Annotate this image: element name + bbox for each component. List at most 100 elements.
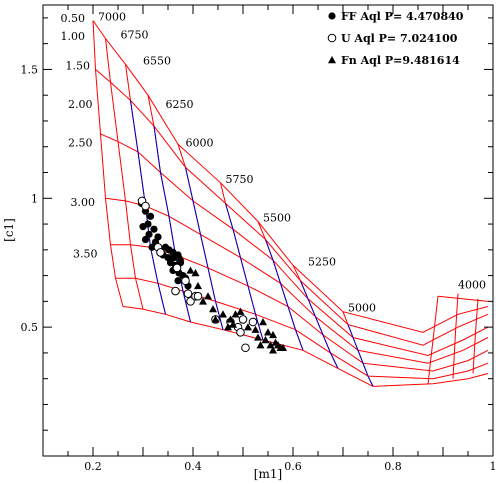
legend-marker — [327, 33, 337, 43]
data-point — [211, 315, 220, 323]
temperature-line-blue — [347, 324, 374, 387]
data-point — [191, 269, 200, 277]
temperature-line — [472, 298, 479, 374]
data-point — [231, 310, 240, 318]
y-axis-label: [c1] — [2, 218, 16, 242]
gravity-curve — [110, 244, 489, 372]
temperature-label: 6550 — [143, 54, 171, 67]
data-point — [146, 212, 155, 220]
data-point — [183, 289, 193, 298]
gravity-label: 0.50 — [61, 12, 86, 25]
data-point — [254, 333, 262, 341]
temperature-line — [427, 296, 439, 384]
model-grid — [92, 20, 489, 387]
data-point — [264, 328, 272, 336]
gravity-curve — [115, 277, 489, 380]
y-tick-label: 1.5 — [21, 63, 39, 76]
gravity-label: 1.50 — [66, 59, 91, 72]
x-tick-label: 1 — [490, 460, 496, 473]
temperature-label: 5750 — [226, 173, 254, 186]
x-tick-label: 0.8 — [384, 460, 402, 473]
data-point — [248, 317, 258, 327]
data-points — [137, 196, 287, 354]
data-point — [141, 201, 150, 211]
data-point — [256, 341, 265, 349]
temperature-line-blue — [300, 280, 339, 369]
data-point — [186, 297, 195, 306]
data-point — [224, 323, 232, 331]
data-point — [229, 320, 237, 328]
data-point — [238, 315, 248, 324]
data-point — [181, 276, 190, 286]
temperature-line-blue — [185, 167, 224, 330]
gravity-curve — [95, 69, 489, 346]
y-tick-label: 1 — [31, 192, 38, 205]
gravity-label: 3.50 — [73, 248, 98, 261]
data-point — [172, 263, 182, 273]
gravity-curve — [122, 306, 489, 387]
x-axis-label: [m1] — [254, 467, 282, 481]
gravity-curve — [92, 20, 489, 333]
temperature-line — [105, 38, 144, 310]
temperature-label: 6000 — [186, 137, 214, 150]
x-tick-label: 0.2 — [84, 460, 102, 473]
gravity-label: 2.50 — [68, 137, 93, 150]
temperature-line — [452, 293, 459, 379]
plot-frame — [42, 4, 494, 457]
legend-label: Fn Aql P=9.481614 — [341, 54, 460, 67]
data-point — [236, 327, 245, 337]
data-point — [266, 341, 275, 349]
temperature-line-blue — [225, 203, 264, 341]
gravity-curve — [100, 133, 489, 357]
temperature-label: 7000 — [98, 10, 126, 23]
gravity-curve — [105, 197, 489, 364]
data-point — [204, 292, 212, 300]
data-point — [194, 281, 202, 290]
data-point — [171, 286, 180, 296]
temperature-label: 5500 — [263, 211, 291, 224]
data-point — [236, 307, 245, 315]
y-tick-label: 0.5 — [21, 321, 39, 334]
gravity-label: 3.00 — [71, 196, 96, 209]
data-point — [156, 248, 165, 257]
gravity-label: 1.00 — [61, 30, 86, 43]
data-point — [226, 315, 235, 323]
data-point — [251, 325, 260, 333]
data-point — [261, 336, 270, 344]
gravity-curve — [437, 295, 489, 302]
data-point — [219, 310, 227, 318]
temperature-label: 5250 — [308, 255, 336, 268]
axis-ticks: 0.2 0.4 0.6 0.8 1 0.5 1 1.5 — [21, 5, 496, 473]
temperature-label: 5000 — [348, 302, 376, 315]
gravity-label: 2.00 — [68, 98, 93, 111]
data-point — [150, 225, 158, 233]
temperature-label: 4000 — [458, 278, 486, 291]
data-point — [145, 230, 153, 238]
legend-marker — [328, 56, 336, 64]
legend-label: FF Aql P= 4.470840 — [341, 10, 464, 23]
data-point — [148, 243, 156, 251]
data-point — [269, 346, 277, 354]
x-tick-label: 0.4 — [184, 460, 202, 473]
data-point — [176, 253, 185, 261]
temperature-line-blue — [265, 239, 304, 351]
data-point — [279, 343, 287, 351]
legend-label: U Aql P= 7.024100 — [341, 32, 458, 45]
data-point — [139, 223, 147, 231]
data-point — [269, 330, 277, 339]
data-point — [241, 343, 250, 353]
data-point — [193, 291, 203, 301]
data-point — [209, 305, 217, 313]
x-tick-label: 0.6 — [284, 460, 302, 473]
legend: FF Aql P= 4.470840 U Aql P= 7.024100 Fn Aq… — [327, 10, 464, 67]
data-point — [186, 266, 195, 274]
model-grid-labels: 7000 6750 6550 6250 6000 5750 5500 5250 5000 4000… — [61, 10, 487, 314]
data-point — [199, 297, 207, 305]
data-point — [244, 323, 252, 331]
data-point — [174, 277, 182, 285]
temperature-line-blue — [153, 126, 191, 323]
legend-marker — [328, 12, 336, 20]
data-point — [259, 317, 267, 326]
data-point — [141, 235, 150, 244]
